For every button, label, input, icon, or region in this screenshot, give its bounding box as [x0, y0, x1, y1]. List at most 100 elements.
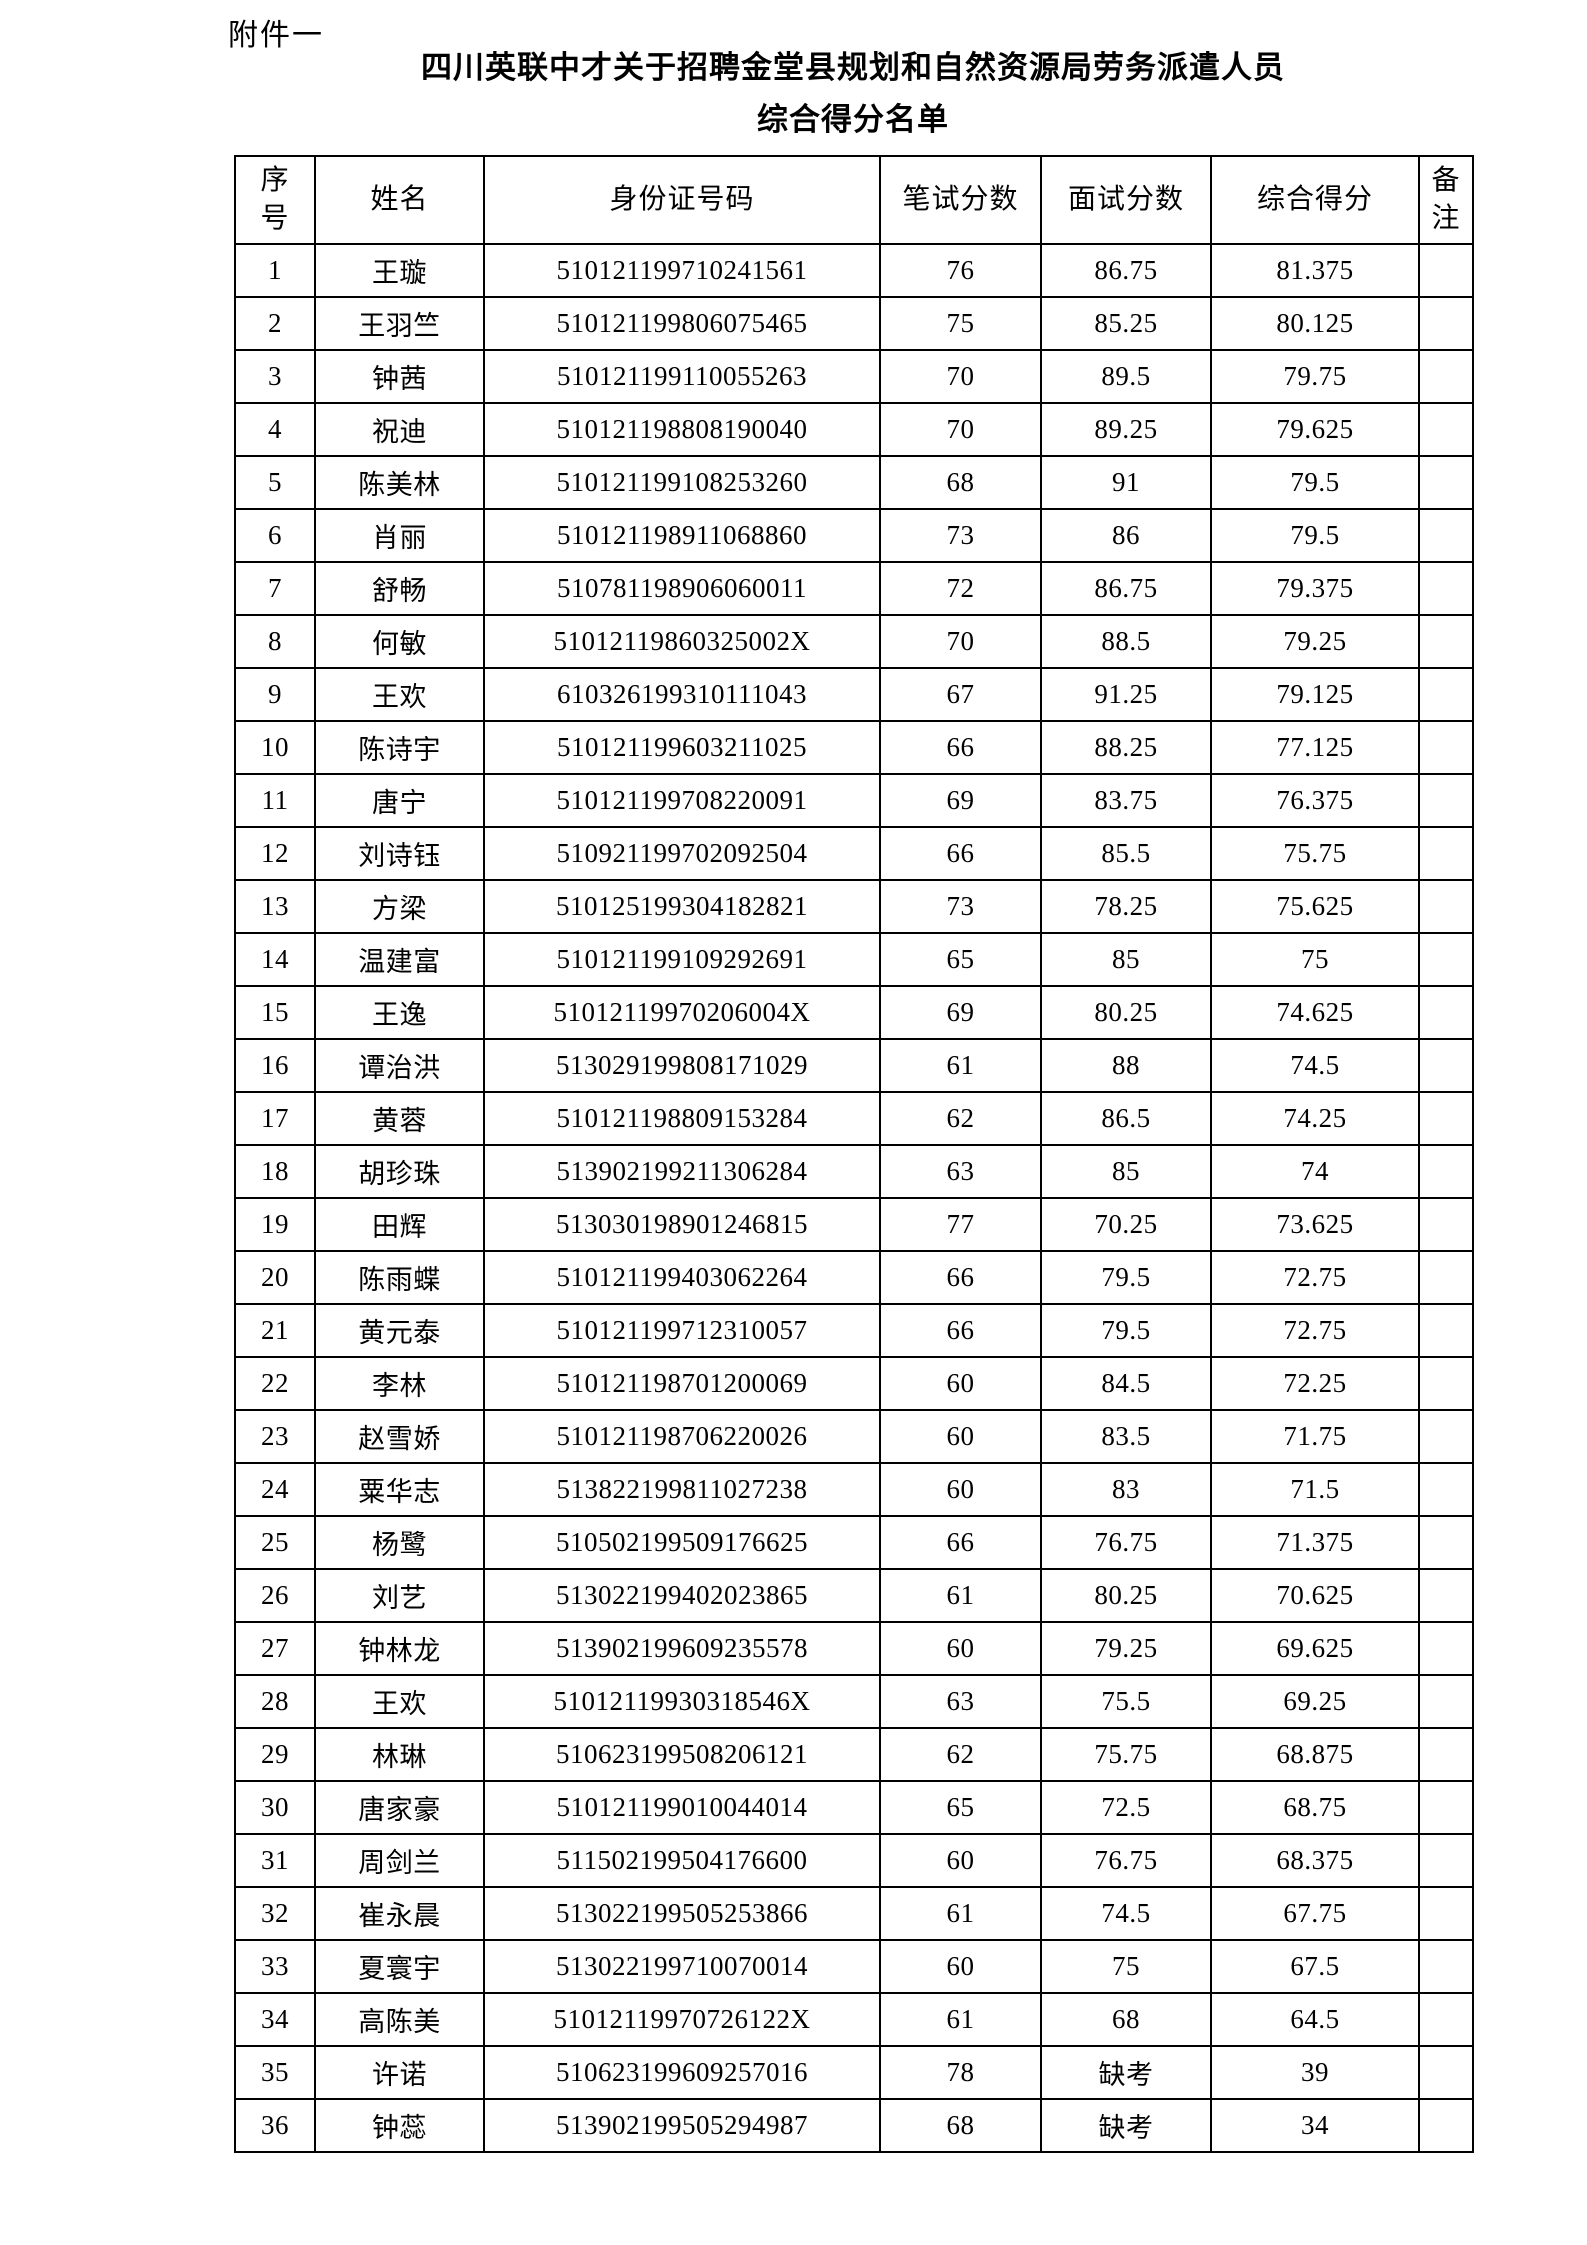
cell-written-score: 63 — [879, 1674, 1042, 1729]
cell-written-score: 63 — [879, 1144, 1042, 1199]
cell-interview-score: 74.5 — [1040, 1886, 1212, 1941]
cell-interview-score: 78.25 — [1040, 879, 1212, 934]
cell-id-number: 513022199710070014 — [483, 1939, 881, 1994]
cell-remark — [1418, 1091, 1474, 1146]
cell-written-score: 61 — [879, 1886, 1042, 1941]
table-row: 13 方梁 510125199304182821 73 78.25 75.625 — [234, 879, 1474, 934]
cell-interview-score: 76.75 — [1040, 1833, 1212, 1888]
cell-name: 王逸 — [314, 985, 485, 1040]
cell-no: 27 — [234, 1621, 316, 1676]
cell-id-number: 510121199806075465 — [483, 296, 881, 351]
cell-total-score: 64.5 — [1210, 1992, 1420, 2047]
cell-id-number: 510921199702092504 — [483, 826, 881, 881]
table-row: 23 赵雪娇 510121198706220026 60 83.5 71.75 — [234, 1409, 1474, 1464]
cell-no: 19 — [234, 1197, 316, 1252]
cell-name: 钟茜 — [314, 349, 485, 404]
cell-written-score: 60 — [879, 1409, 1042, 1464]
cell-written-score: 61 — [879, 1568, 1042, 1623]
table-row: 32 崔永晨 513022199505253866 61 74.5 67.75 — [234, 1886, 1474, 1941]
cell-written-score: 66 — [879, 720, 1042, 775]
cell-id-number: 510121199710241561 — [483, 243, 881, 298]
cell-interview-score: 86.75 — [1040, 561, 1212, 616]
cell-name: 王欢 — [314, 667, 485, 722]
cell-name: 谭治洪 — [314, 1038, 485, 1093]
cell-total-score: 74.625 — [1210, 985, 1420, 1040]
cell-remark — [1418, 932, 1474, 987]
cell-name: 方梁 — [314, 879, 485, 934]
cell-remark — [1418, 2098, 1474, 2153]
cell-no: 20 — [234, 1250, 316, 1305]
cell-remark — [1418, 1303, 1474, 1358]
cell-no: 34 — [234, 1992, 316, 2047]
cell-interview-score: 75.5 — [1040, 1674, 1212, 1729]
cell-id-number: 51012119930318546X — [483, 1674, 881, 1729]
cell-total-score: 74.25 — [1210, 1091, 1420, 1146]
cell-id-number: 513022199402023865 — [483, 1568, 881, 1623]
cell-name: 粟华志 — [314, 1462, 485, 1517]
cell-no: 13 — [234, 879, 316, 934]
cell-written-score: 68 — [879, 455, 1042, 510]
table-row: 6 肖丽 510121198911068860 73 86 79.5 — [234, 508, 1474, 563]
cell-remark — [1418, 2045, 1474, 2100]
cell-remark — [1418, 1992, 1474, 2047]
cell-interview-score: 72.5 — [1040, 1780, 1212, 1835]
cell-name: 田辉 — [314, 1197, 485, 1252]
cell-no: 16 — [234, 1038, 316, 1093]
cell-total-score: 39 — [1210, 2045, 1420, 2100]
cell-id-number: 510121198911068860 — [483, 508, 881, 563]
cell-id-number: 510781198906060011 — [483, 561, 881, 616]
cell-name: 王羽竺 — [314, 296, 485, 351]
cell-interview-score: 85 — [1040, 932, 1212, 987]
cell-no: 9 — [234, 667, 316, 722]
cell-name: 王欢 — [314, 1674, 485, 1729]
cell-no: 23 — [234, 1409, 316, 1464]
column-header-name: 姓名 — [314, 155, 485, 245]
cell-interview-score: 88 — [1040, 1038, 1212, 1093]
table-row: 33 夏寰宇 513022199710070014 60 75 67.5 — [234, 1939, 1474, 1994]
table-row: 2 王羽竺 510121199806075465 75 85.25 80.125 — [234, 296, 1474, 351]
table-row: 7 舒畅 510781198906060011 72 86.75 79.375 — [234, 561, 1474, 616]
cell-remark — [1418, 1515, 1474, 1570]
cell-written-score: 69 — [879, 985, 1042, 1040]
column-header-written-score: 笔试分数 — [879, 155, 1042, 245]
cell-total-score: 67.75 — [1210, 1886, 1420, 1941]
cell-written-score: 68 — [879, 2098, 1042, 2153]
cell-interview-score: 缺考 — [1040, 2045, 1212, 2100]
header-row: 序 号 姓名 身份证号码 笔试分数 面试分数 综合得分 备 注 — [234, 155, 1474, 245]
cell-written-score: 75 — [879, 296, 1042, 351]
table-row: 20 陈雨蝶 510121199403062264 66 79.5 72.75 — [234, 1250, 1474, 1305]
column-header-total-score: 综合得分 — [1210, 155, 1420, 245]
cell-no: 25 — [234, 1515, 316, 1570]
cell-remark — [1418, 402, 1474, 457]
cell-written-score: 66 — [879, 1303, 1042, 1358]
column-header-id-number: 身份证号码 — [483, 155, 881, 245]
cell-no: 8 — [234, 614, 316, 669]
cell-name: 祝迪 — [314, 402, 485, 457]
cell-interview-score: 80.25 — [1040, 1568, 1212, 1623]
cell-no: 15 — [234, 985, 316, 1040]
cell-interview-score: 85.5 — [1040, 826, 1212, 881]
cell-remark — [1418, 243, 1474, 298]
cell-remark — [1418, 1674, 1474, 1729]
table-row: 36 钟蕊 513902199505294987 68 缺考 34 — [234, 2098, 1474, 2153]
cell-id-number: 510121198706220026 — [483, 1409, 881, 1464]
cell-id-number: 510121198701200069 — [483, 1356, 881, 1411]
cell-written-score: 77 — [879, 1197, 1042, 1252]
cell-total-score: 69.625 — [1210, 1621, 1420, 1676]
cell-interview-score: 85 — [1040, 1144, 1212, 1199]
cell-remark — [1418, 1462, 1474, 1517]
cell-id-number: 510623199508206121 — [483, 1727, 881, 1782]
cell-remark — [1418, 614, 1474, 669]
cell-total-score: 68.375 — [1210, 1833, 1420, 1888]
cell-total-score: 79.75 — [1210, 349, 1420, 404]
cell-written-score: 72 — [879, 561, 1042, 616]
cell-remark — [1418, 1833, 1474, 1888]
cell-remark — [1418, 1356, 1474, 1411]
cell-name: 陈诗宇 — [314, 720, 485, 775]
cell-remark — [1418, 1250, 1474, 1305]
cell-id-number: 513902199211306284 — [483, 1144, 881, 1199]
cell-written-score: 62 — [879, 1727, 1042, 1782]
cell-no: 24 — [234, 1462, 316, 1517]
cell-total-score: 79.125 — [1210, 667, 1420, 722]
